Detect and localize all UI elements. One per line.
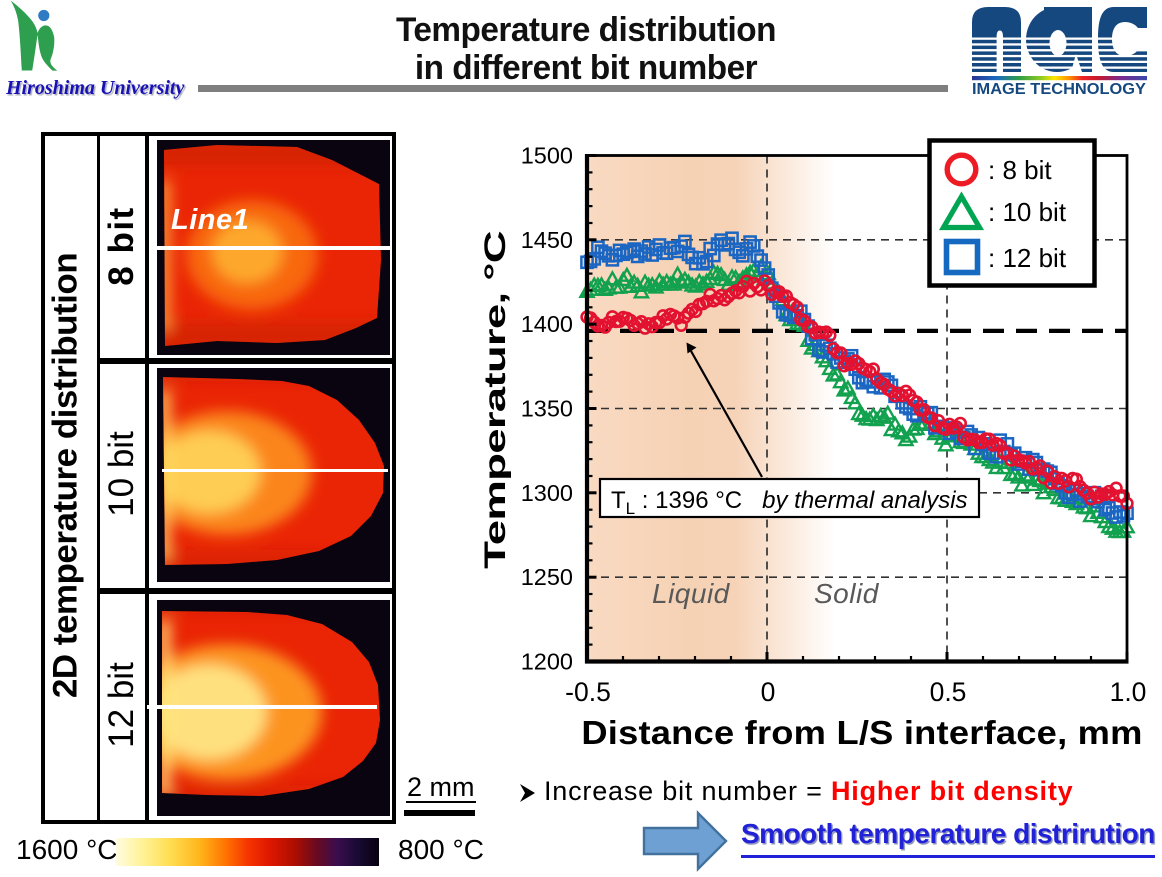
svg-text:: 8 bit: : 8 bit — [988, 155, 1052, 185]
svg-text:1.0: 1.0 — [1110, 677, 1147, 707]
svg-text:Distance from L/S interface, m: Distance from L/S interface, mm — [581, 715, 1142, 751]
svg-text:1450: 1450 — [521, 227, 573, 253]
svg-text:0: 0 — [761, 677, 776, 707]
svg-text:: 12 bit: : 12 bit — [988, 243, 1067, 273]
svg-text:-0.5: -0.5 — [565, 677, 611, 707]
svg-text:Temperature, °C: Temperature, °C — [479, 231, 512, 569]
svg-text:: 10 bit: : 10 bit — [988, 197, 1067, 227]
svg-text:1400: 1400 — [521, 311, 573, 337]
svg-text:TL : 1396 °C by thermal anal: TL : 1396 °C by thermal analysis — [611, 487, 968, 518]
svg-text:1250: 1250 — [521, 564, 573, 590]
svg-text:IMAGE TECHNOLOGY: IMAGE TECHNOLOGY — [972, 81, 1147, 96]
svg-text:1500: 1500 — [521, 143, 573, 169]
svg-text:0.5: 0.5 — [930, 677, 967, 707]
svg-text:1200: 1200 — [521, 649, 573, 675]
svg-text:1300: 1300 — [521, 480, 573, 506]
svg-text:Solid: Solid — [814, 578, 880, 609]
svg-text:1350: 1350 — [521, 396, 573, 422]
svg-text:Liquid: Liquid — [652, 578, 731, 609]
